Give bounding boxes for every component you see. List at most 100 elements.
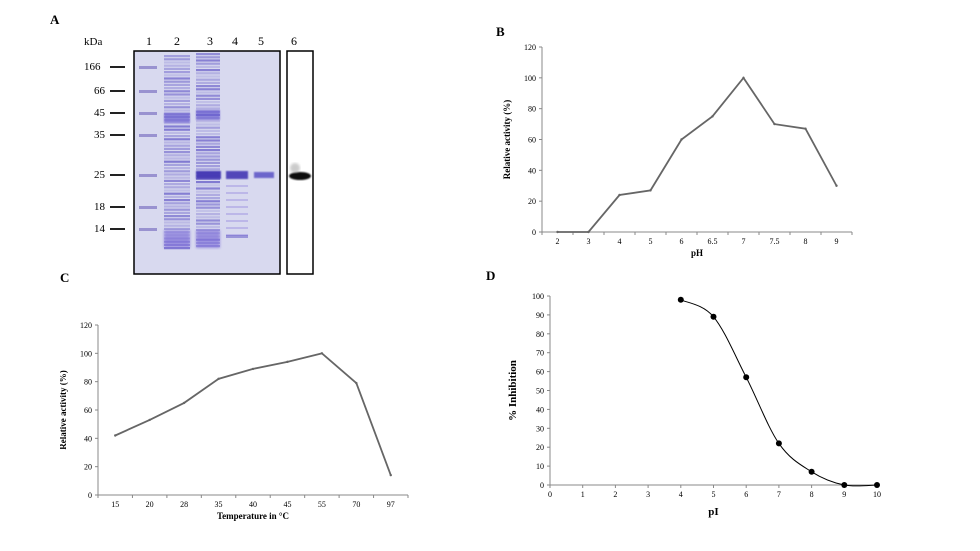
- data-point: [649, 189, 652, 192]
- lysate-band: [196, 165, 220, 168]
- data-point: [835, 184, 838, 187]
- data-point: [874, 482, 880, 488]
- lysate-band: [164, 230, 190, 248]
- lysate-band: [196, 206, 220, 209]
- chart-c-temperature-activity: 0 20 40 60 80 100 120 15 20 28 35 40 45 55 70 97 Tempera…: [60, 321, 409, 521]
- lysate-band: [196, 158, 220, 161]
- panel-label-c: C: [60, 270, 70, 285]
- data-point: [251, 367, 255, 371]
- chart-b-ph-activity: 0 20 40 60 80 100 120 2 3 4 5 6 6.5 7 7.5 8 9 pH Relative …: [502, 43, 853, 258]
- y-tick-label: 60: [536, 368, 544, 377]
- lysate-band: [164, 93, 190, 96]
- lysate-band: [164, 157, 190, 160]
- target-band: [196, 171, 221, 179]
- x-tick-label: 70: [352, 500, 360, 509]
- lysate-band: [196, 133, 220, 136]
- lysate-band: [164, 141, 190, 144]
- lysate-band: [196, 59, 220, 62]
- lysate-band: [164, 55, 190, 58]
- lysate-band: [196, 75, 220, 78]
- y-axis-label: Relative activity (%): [60, 370, 68, 449]
- x-axis-label: pI: [708, 506, 718, 518]
- lane-label-2: 2: [174, 34, 180, 48]
- western-blot-band: [289, 172, 311, 180]
- ladder-band: [139, 206, 157, 209]
- lysate-band: [164, 122, 190, 125]
- x-tick-label: 4: [618, 237, 622, 246]
- y-axis-label: % Inhibition: [507, 360, 519, 421]
- lysate-band: [196, 53, 220, 56]
- data-point: [742, 76, 745, 80]
- y-tick-label: 20: [84, 463, 92, 472]
- x-tick-label: 15: [111, 500, 119, 509]
- lysate-band: [164, 167, 190, 170]
- x-tick-label: 5: [712, 490, 716, 499]
- lysate-band: [164, 202, 190, 205]
- data-point: [556, 230, 559, 234]
- x-tick-label: 7: [777, 490, 781, 499]
- y-tick-label: 40: [536, 405, 544, 414]
- lysate-band: [196, 110, 220, 120]
- lysate-band: [196, 187, 220, 190]
- data-point: [841, 482, 848, 488]
- y-tick-label: 20: [536, 443, 544, 452]
- lysate-band: [164, 87, 190, 90]
- y-tick-label: 30: [536, 424, 544, 433]
- lysate-band: [196, 213, 220, 216]
- lysate-band: [164, 189, 190, 192]
- lysate-band: [196, 91, 220, 94]
- y-tick-label: 40: [528, 166, 536, 175]
- x-tick-label: 9: [842, 490, 846, 499]
- lysate-band: [196, 161, 220, 164]
- lysate-band: [164, 186, 190, 189]
- faint-band: [226, 199, 248, 201]
- x-tick-label: 6: [680, 237, 684, 246]
- y-tick-label: 100: [524, 74, 536, 83]
- x-tick-label: 9: [835, 237, 839, 246]
- ladder-band: [139, 90, 157, 93]
- lysate-band: [196, 62, 220, 65]
- lysate-band: [164, 77, 190, 80]
- lysate-band: [164, 247, 190, 250]
- x-tick-label: 35: [215, 500, 223, 509]
- ladder-band: [139, 228, 157, 231]
- panel-label-d: D: [486, 268, 496, 283]
- ladder-band: [139, 112, 157, 115]
- lysate-band: [164, 103, 190, 106]
- x-tick-label: 8: [804, 237, 808, 246]
- lysate-band: [196, 225, 220, 228]
- lysate-band: [196, 101, 220, 104]
- lysate-band: [164, 147, 190, 150]
- lysate-band: [164, 113, 190, 123]
- faint-band: [226, 227, 248, 229]
- faint-band: [226, 185, 248, 187]
- lysate-band: [164, 176, 190, 179]
- y-tick-label: 0: [532, 228, 536, 237]
- lysate-band: [196, 78, 220, 81]
- lane-label-5: 5: [258, 34, 264, 48]
- data-point: [286, 360, 289, 364]
- y-tick-label: 0: [88, 491, 92, 500]
- lysate-band: [196, 155, 220, 158]
- data-point: [389, 473, 392, 477]
- lysate-band: [164, 99, 190, 102]
- lysate-band: [196, 222, 220, 225]
- lysate-band: [196, 203, 220, 206]
- lysate-band: [164, 131, 190, 134]
- lane-label-1: 1: [146, 34, 152, 48]
- target-band: [226, 171, 248, 179]
- lysate-band: [196, 120, 220, 123]
- lysate-band: [164, 67, 190, 70]
- x-tick-label: 45: [283, 500, 291, 509]
- lysate-band: [164, 144, 190, 147]
- lysate-band: [164, 71, 190, 74]
- lysate-band: [196, 190, 220, 193]
- lysate-band: [164, 128, 190, 131]
- lysate-band: [164, 192, 190, 195]
- lysate-band: [196, 65, 220, 68]
- lysate-band: [196, 152, 220, 155]
- x-tick-label: 7.5: [770, 237, 780, 246]
- data-point: [320, 352, 324, 355]
- lysate-band: [164, 96, 190, 99]
- faint-band: [226, 235, 248, 238]
